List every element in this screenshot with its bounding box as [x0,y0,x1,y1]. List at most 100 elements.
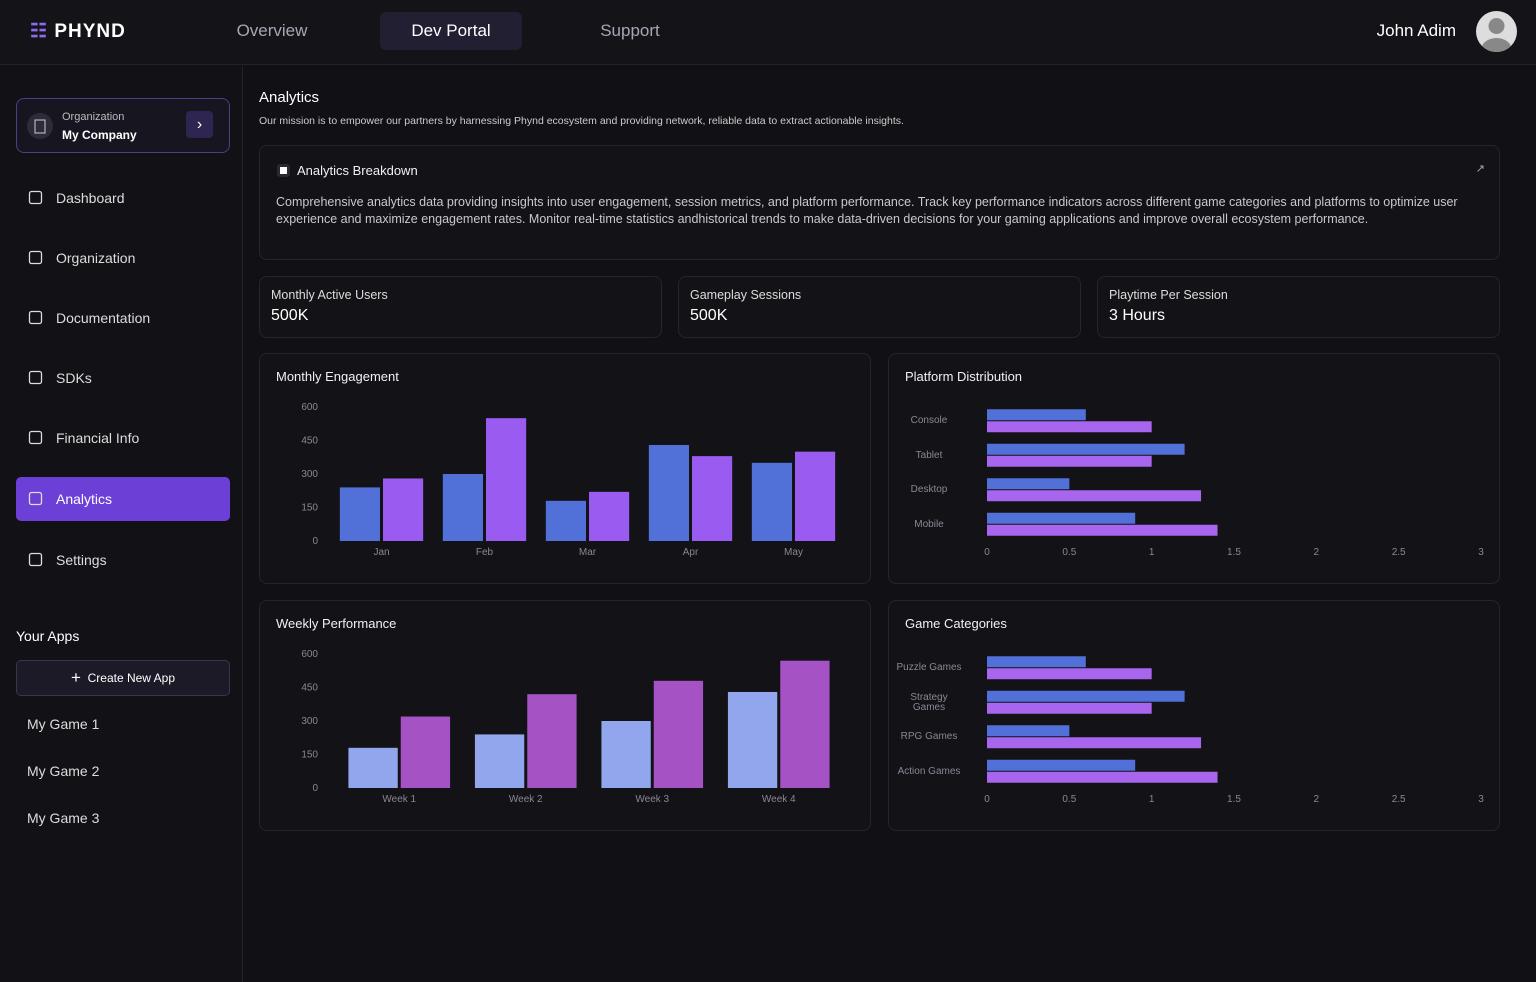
y-tick-label: Desktop [910,484,948,496]
app-item[interactable]: My Game 1 [27,716,100,732]
y-tick-label: 300 [301,716,318,727]
y-tick-label-box: Strategy Games [910,691,948,713]
chart-title: Weekly Performance [276,616,397,631]
breakdown-icon [277,164,290,177]
bar [692,456,733,541]
x-tick-label: Apr [683,547,699,558]
avatar[interactable] [1476,11,1517,52]
menu-icon [28,250,43,265]
y-tick-label: Mobile [914,518,944,530]
menu-item[interactable]: Analytics [16,477,230,521]
stat-value: 500K [271,307,309,324]
stat-card: Monthly Active Users 500K [259,276,662,338]
icon-shape [28,370,43,385]
icon-shape [28,430,43,445]
stat-card: Playtime Per Session 3 Hours [1097,276,1500,338]
y-tick-label: 600 [301,649,318,660]
x-tick-label: 0.5 [1062,547,1076,558]
stat-card: Gameplay Sessions 500K [678,276,1081,338]
bar [400,716,451,788]
chart: 0 150 300 450 600 Jan Feb Mar Apr May [301,402,836,558]
bar [987,725,1070,737]
sidebar: Organization My Company › Your Apps + Cr… [0,66,243,982]
y-tick-label-box: Puzzle Games [896,662,962,674]
menu-label: Analytics [56,491,113,507]
chart: 0 0.5 1 1.5 2 2.5 3 Puzzle Games Strategy Games R… [896,656,1484,805]
page-title: Analytics [259,89,320,106]
y-tick-label-box: Mobile [914,518,944,530]
logo-text: PHYND [54,21,126,42]
y-tick-label: 450 [301,436,318,447]
apps-title: Your Apps [16,628,80,644]
y-tick-label: 450 [301,683,318,694]
menu-label: Organization [56,250,136,266]
menu-label: Settings [56,552,107,568]
bar [339,487,380,541]
x-tick-label: 1 [1149,794,1155,805]
menu-item[interactable]: SDKs [16,356,230,400]
menu-item[interactable]: Settings [16,538,230,582]
org-name: My Company [62,128,137,142]
breakdown-text: Comprehensive analytics data providing i… [276,195,1458,226]
chart-title: Platform Distribution [905,369,1023,384]
y-tick-label-box: Desktop [910,484,948,496]
user-name[interactable]: John Adim [1376,21,1456,40]
nav-item[interactable]: Overview [236,21,308,40]
menu-item[interactable]: Documentation [16,296,230,340]
org-switcher[interactable]: Organization My Company › [16,98,230,153]
bar [987,690,1185,702]
icon-shape [28,552,43,567]
x-tick-label: Week 4 [762,794,796,805]
logo[interactable]: ☷ PHYND [30,21,126,42]
x-tick-label: 2 [1314,547,1320,558]
y-tick-label: 0 [312,536,318,547]
app-item[interactable]: My Game 2 [27,763,100,779]
org-arrow[interactable]: › [186,111,213,138]
external-link[interactable]: ↗ [1475,163,1485,175]
x-tick-label: Week 3 [635,794,669,805]
menu-item[interactable]: Organization [16,236,230,280]
icon-shape [28,310,43,325]
bar [987,771,1218,783]
icon-shape [28,491,43,506]
bar [987,656,1086,668]
x-tick-label: 2 [1314,794,1320,805]
y-tick-label-box: RPG Games [901,732,958,742]
y-tick-label: 300 [301,469,318,480]
x-tick-label: 3 [1478,794,1484,805]
menu-item[interactable]: Dashboard [16,176,230,220]
bar [486,418,527,541]
menu-label: Documentation [56,310,151,326]
stat-label: Gameplay Sessions [690,288,802,302]
y-tick-label: Puzzle Games [896,662,962,674]
nav-item[interactable]: Support [600,21,660,40]
create-app-button[interactable]: + Create New App [16,660,230,696]
chart-card: Weekly Performance 0 150 300 450 600 Week 1 Wee… [259,600,871,831]
x-tick-label: 2.5 [1392,547,1406,558]
menu-label: SDKs [56,370,92,386]
bar [442,474,483,541]
breakdown-card: Analytics Breakdown ↗ Comprehensive anal… [259,145,1500,260]
x-tick-label: May [784,547,803,558]
chart: 0 0.5 1 1.5 2 2.5 3 Console Tablet Desktop Mobile [910,409,1484,558]
bar [795,451,836,541]
org-icon [27,113,53,139]
bar [348,747,398,788]
menu-label: Financial Info [56,430,140,446]
chart-card: Monthly Engagement 0 150 300 450 600 Jan Feb Mar… [259,353,871,584]
bar [987,478,1070,490]
menu-item[interactable]: Financial Info [16,416,230,460]
x-tick-label: 0.5 [1062,794,1076,805]
x-tick-label: Mar [579,547,597,558]
menu-icon [28,370,43,385]
app-item[interactable]: My Game 3 [27,810,100,826]
y-tick-label: Strategy Games [910,691,948,713]
y-tick-label-box: Tablet [916,450,943,460]
nav-item[interactable]: Dev Portal [380,12,522,50]
icon-shape [28,250,43,265]
bar [601,721,651,788]
bar [987,512,1136,524]
y-tick-label: Action Games [897,765,961,777]
chart: 0 150 300 450 600 Week 1 Week 2 Week 3 Week 4 [301,649,830,805]
